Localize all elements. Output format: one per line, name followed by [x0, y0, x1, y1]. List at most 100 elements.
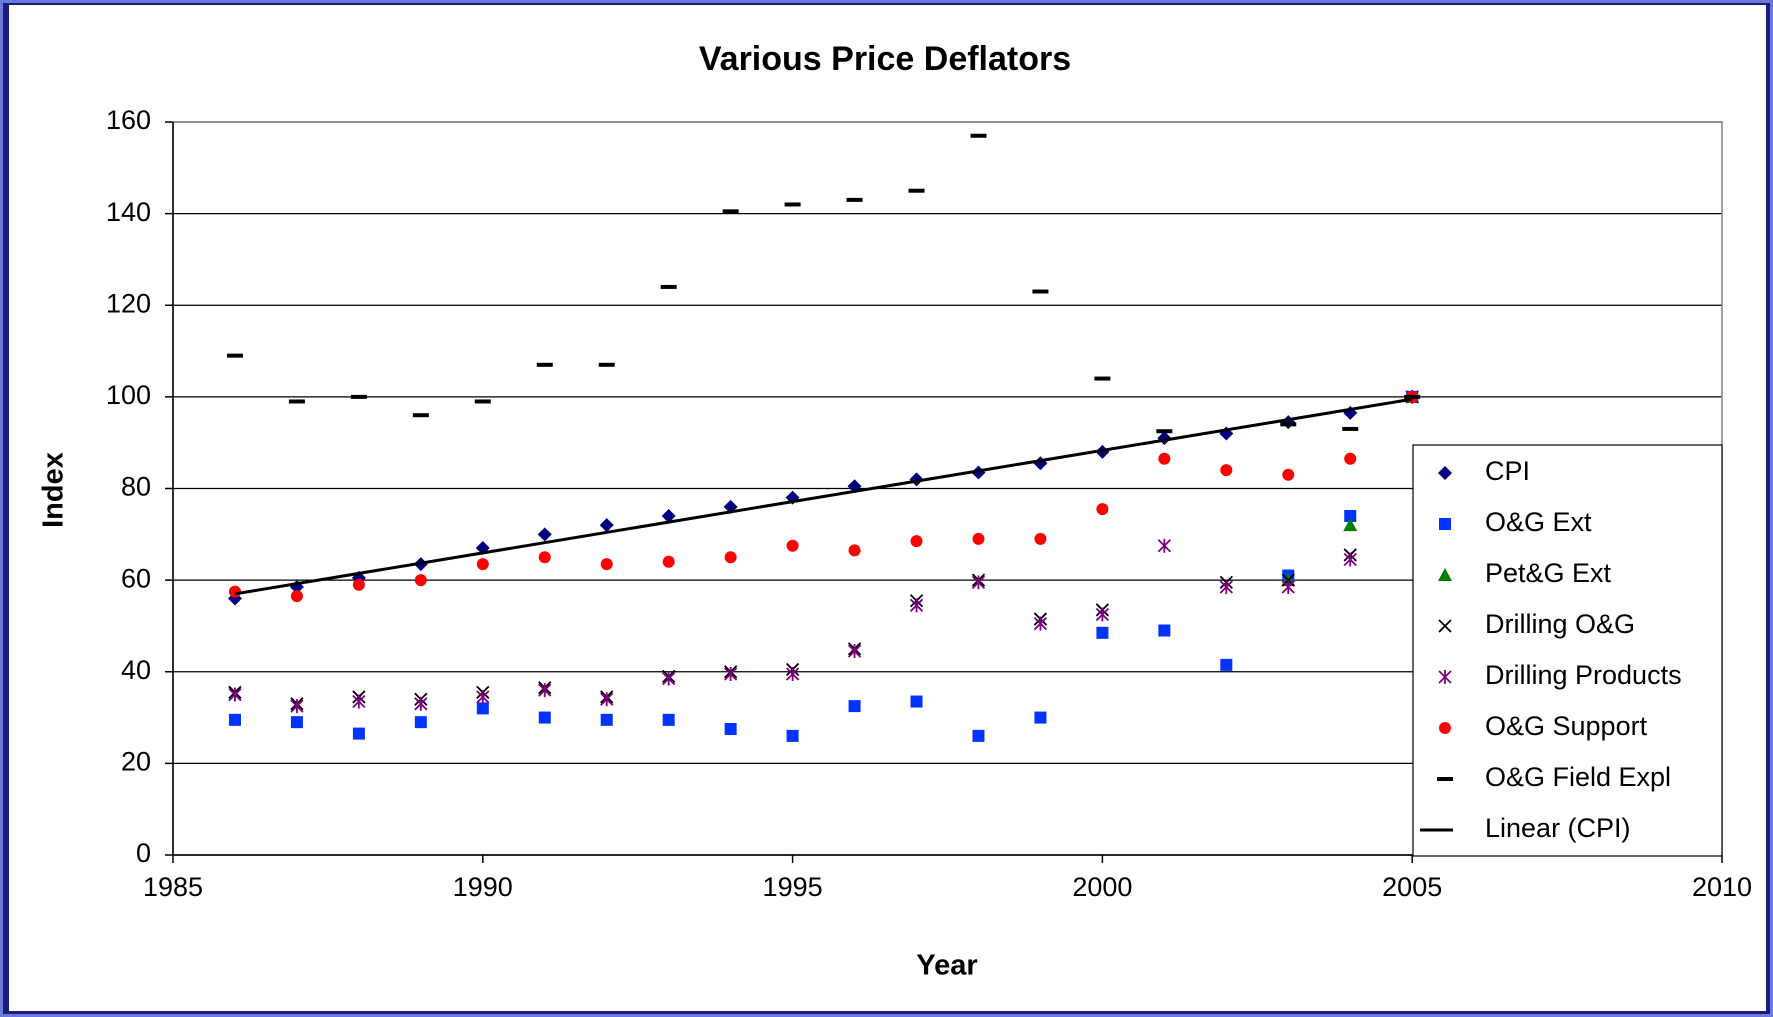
circle-marker — [538, 551, 551, 564]
x-tick-label: 2010 — [1692, 872, 1752, 902]
dash-marker — [846, 197, 863, 202]
diamond-marker — [537, 527, 552, 542]
series — [226, 133, 1421, 434]
y-tick-label: 20 — [121, 747, 151, 777]
circle-marker — [972, 532, 985, 545]
circle-marker — [1220, 464, 1233, 477]
x-tick-label: 1990 — [453, 872, 513, 902]
circle-marker — [352, 578, 365, 591]
circle-marker — [724, 551, 737, 564]
diamond-marker — [661, 508, 676, 523]
series — [228, 390, 1419, 603]
star-marker — [785, 667, 800, 682]
series — [234, 397, 1413, 596]
legend-marker — [1439, 518, 1451, 530]
square-marker — [1096, 626, 1109, 639]
circle-marker — [476, 558, 489, 571]
legend-label: Pet&G Ext — [1485, 558, 1612, 588]
star-marker — [1095, 607, 1110, 622]
dash-marker — [1342, 426, 1359, 431]
star-marker — [1219, 579, 1233, 594]
star-marker — [971, 575, 986, 590]
x-tick-label: 1985 — [143, 872, 203, 902]
star-marker — [538, 683, 552, 698]
dash-marker — [1156, 429, 1173, 434]
legend-marker — [1437, 777, 1453, 781]
y-tick-label: 60 — [121, 563, 151, 593]
dash-marker — [1404, 394, 1421, 399]
dash-marker — [908, 188, 925, 193]
dash-marker — [722, 209, 739, 214]
circle-marker — [910, 535, 923, 548]
circle-marker — [848, 544, 861, 557]
dash-marker — [784, 202, 801, 207]
legend-label: O&G Ext — [1485, 507, 1592, 537]
square-marker — [600, 713, 613, 726]
square-marker — [290, 716, 303, 729]
dash-marker — [660, 284, 677, 289]
square-marker — [538, 711, 551, 724]
y-tick-label: 0 — [136, 838, 151, 868]
square-marker — [972, 729, 985, 742]
dash-marker — [412, 413, 429, 418]
square-marker — [848, 700, 861, 713]
dash-marker — [970, 133, 987, 138]
y-tick-label: 80 — [121, 472, 151, 502]
star-marker — [1157, 538, 1171, 553]
circle-marker — [786, 539, 799, 552]
legend-marker — [1438, 619, 1452, 633]
legend-marker — [1438, 466, 1452, 480]
star-marker — [909, 598, 924, 613]
legend-label: O&G Field Expl — [1485, 762, 1671, 792]
dash-marker — [1032, 289, 1049, 294]
circle-marker — [1282, 468, 1295, 481]
circle-marker — [414, 574, 427, 587]
star-marker — [1033, 616, 1048, 631]
circle-marker — [1096, 503, 1109, 516]
dash-marker — [1280, 422, 1297, 427]
legend-label: Drilling O&G — [1485, 609, 1635, 639]
x-axis-title: Year — [916, 950, 977, 982]
star-marker — [662, 671, 676, 686]
circle-marker — [228, 585, 241, 598]
series — [228, 389, 1419, 714]
legend-label: O&G Support — [1485, 711, 1648, 741]
square-marker — [1158, 624, 1171, 637]
y-tick-label: 40 — [121, 655, 151, 685]
star-marker — [847, 644, 862, 659]
square-marker — [786, 729, 799, 742]
star-marker — [724, 667, 738, 682]
star-marker — [228, 687, 242, 702]
star-marker — [290, 699, 304, 714]
square-marker — [414, 716, 427, 729]
legend-marker — [1438, 670, 1452, 684]
y-axis-title: Index — [38, 452, 70, 528]
star-marker — [1281, 579, 1295, 594]
square-marker — [476, 702, 489, 715]
legend-label: Drilling Products — [1485, 660, 1682, 690]
x-tick-label: 1995 — [763, 872, 823, 902]
trend-line — [234, 397, 1413, 596]
square-marker — [352, 727, 365, 740]
legend-marker — [1438, 568, 1452, 581]
circle-marker — [290, 590, 303, 603]
star-marker — [476, 689, 490, 704]
legend: CPI O&G Ext Pet&G Ext Drilling O&G Drilling … — [1412, 444, 1723, 857]
square-marker — [724, 723, 737, 736]
dash-marker — [598, 362, 615, 367]
square-marker — [910, 695, 923, 708]
dash-marker — [1094, 376, 1111, 381]
y-tick-label: 100 — [106, 380, 151, 410]
y-tick-label: 120 — [106, 288, 151, 318]
star-marker — [600, 692, 614, 707]
chart-title: Various Price Deflators — [699, 40, 1071, 78]
dash-marker — [474, 399, 491, 404]
dash-marker — [288, 399, 305, 404]
star-marker — [414, 696, 428, 711]
y-tick-label: 160 — [106, 105, 151, 135]
legend-box — [1412, 444, 1723, 857]
dash-marker — [350, 394, 367, 399]
diamond-marker — [599, 518, 614, 533]
x-tick-label: 2005 — [1382, 872, 1442, 902]
